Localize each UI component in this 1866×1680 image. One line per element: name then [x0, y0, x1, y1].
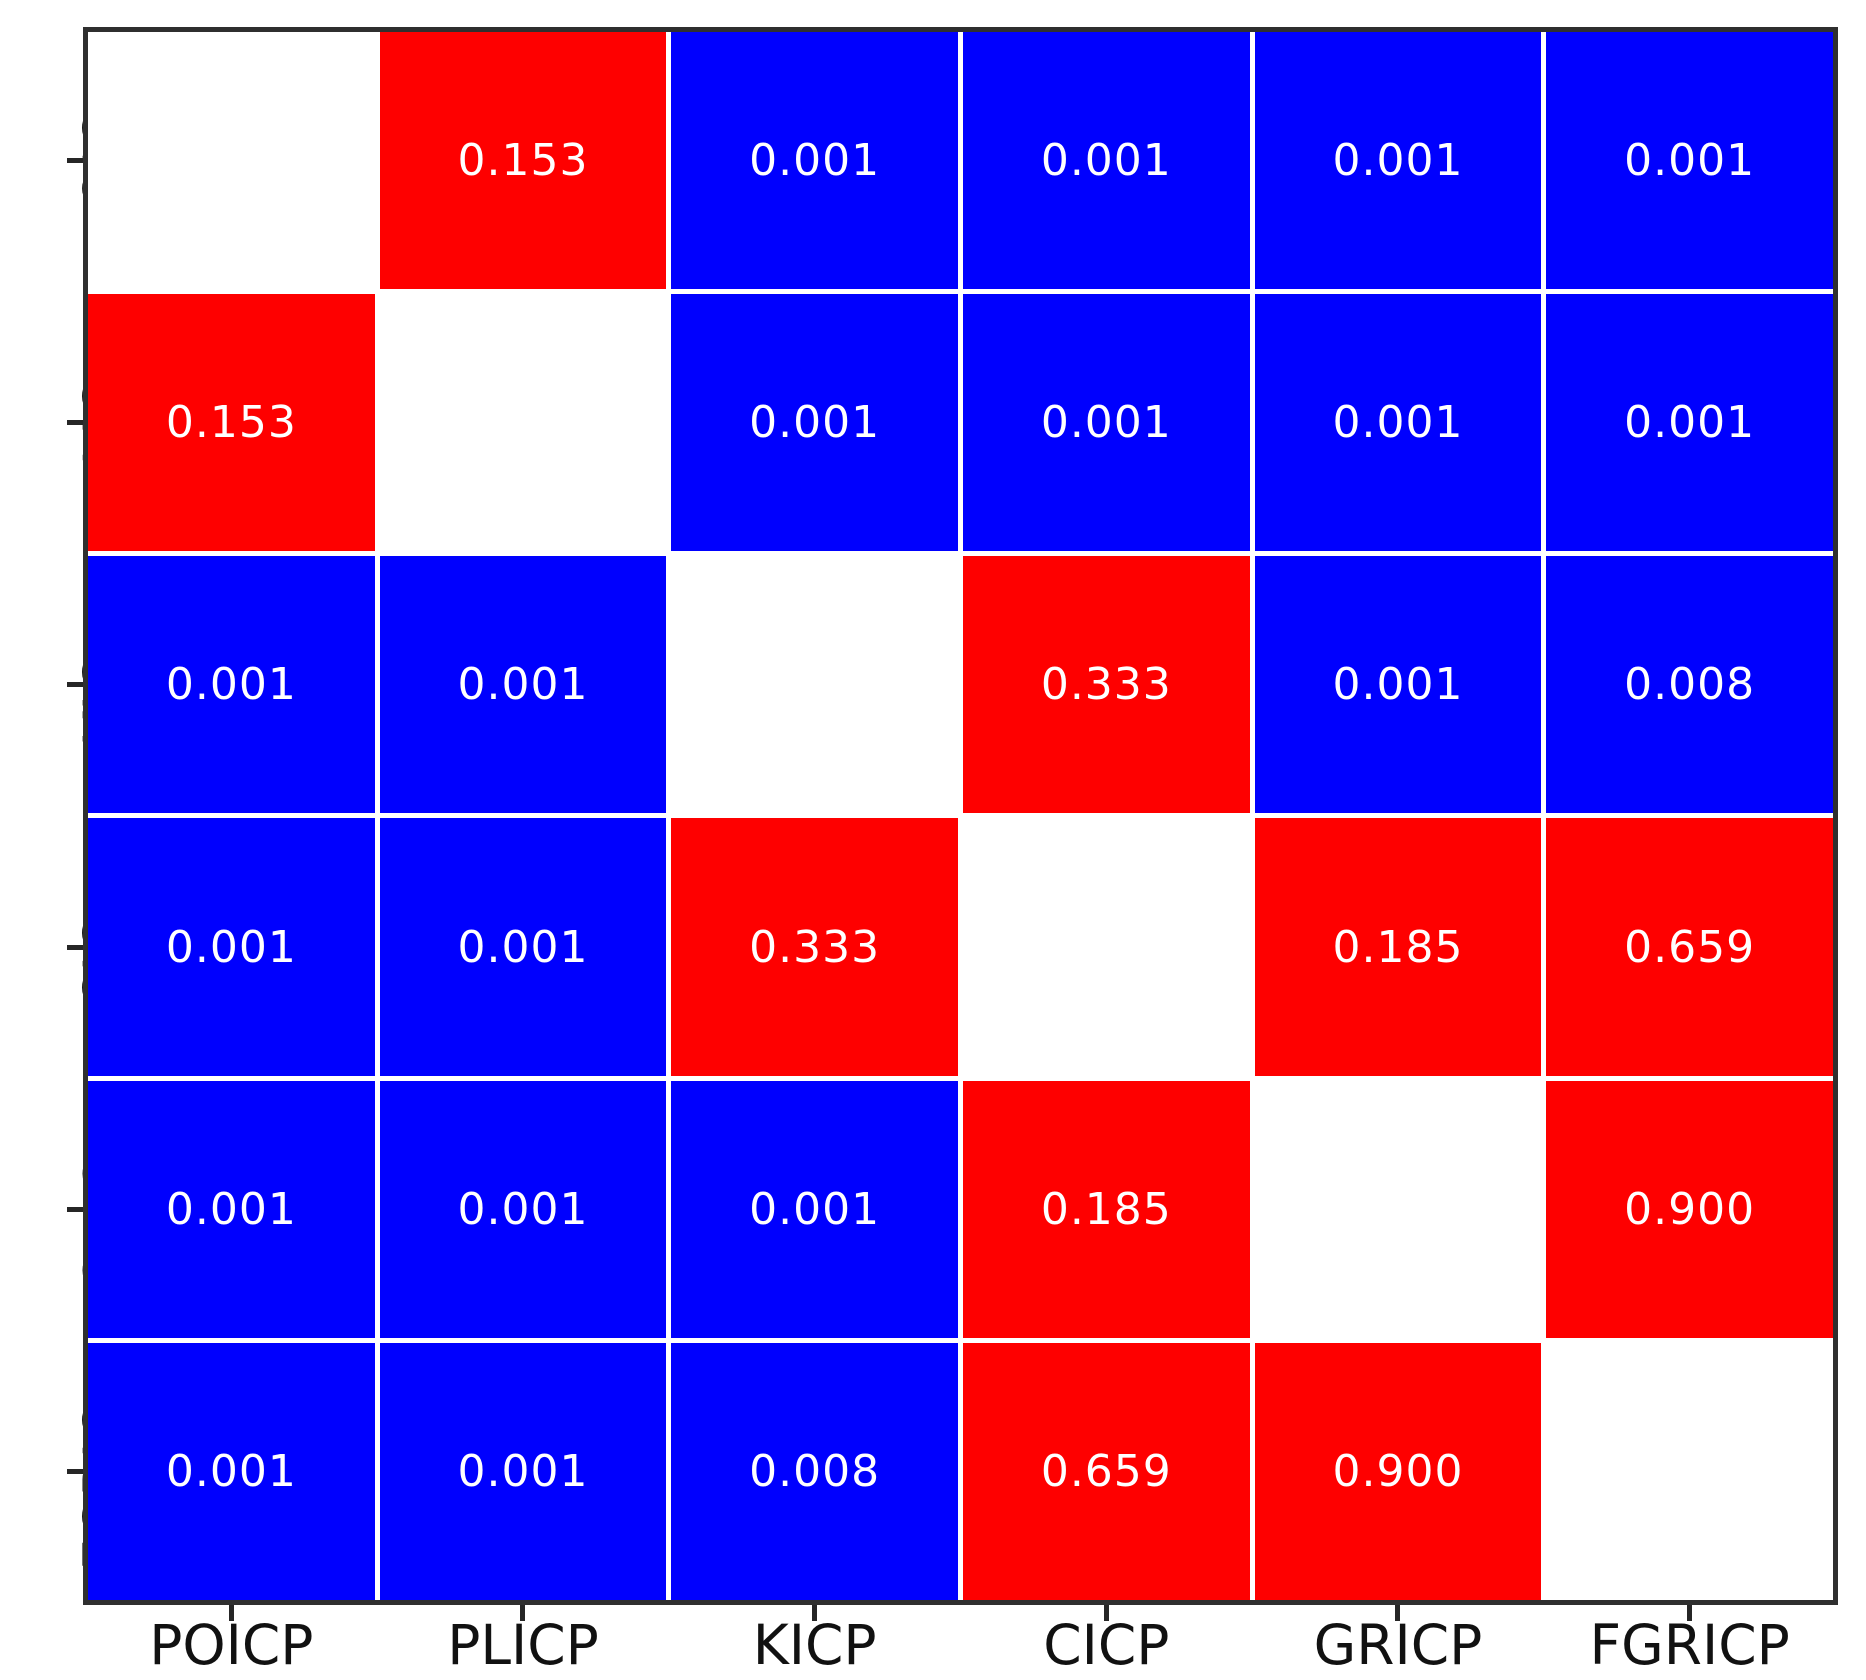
y-axis-tick [67, 420, 83, 426]
x-axis-tick [1395, 1605, 1401, 1621]
heatmap-cell: 0.185 [962, 1080, 1250, 1338]
x-axis-tick [1687, 1605, 1693, 1621]
heatmap-cell: 0.185 [1254, 818, 1542, 1076]
heatmap-cell: 0.008 [671, 1342, 958, 1600]
heatmap-cell: 0.001 [88, 1342, 375, 1600]
heatmap-cell-diagonal [962, 818, 1250, 1076]
heatmap-cell: 0.900 [1546, 1080, 1833, 1338]
x-axis-label: CICP [1043, 1613, 1170, 1677]
y-axis-tick [67, 158, 83, 164]
heatmap-cell-diagonal [379, 294, 667, 552]
y-axis-tick [67, 1468, 83, 1474]
x-axis-label: POICP [149, 1613, 314, 1677]
heatmap-cell: 0.001 [1546, 32, 1833, 290]
heatmap-cell: 0.153 [88, 294, 375, 552]
heatmap-cell: 0.001 [671, 294, 958, 552]
heatmap-cell: 0.001 [88, 818, 375, 1076]
heatmap-cell-diagonal [88, 32, 375, 290]
heatmap-cell: 0.333 [671, 818, 958, 1076]
y-axis-tick [67, 682, 83, 688]
heatmap-cell: 0.001 [671, 32, 958, 290]
heatmap-cell: 0.008 [1546, 556, 1833, 814]
y-axis-tick [67, 944, 83, 950]
heatmap-cell: 0.001 [1254, 32, 1542, 290]
heatmap-cell: 0.333 [962, 556, 1250, 814]
y-axis-ticks [67, 32, 83, 1600]
heatmap-cell-diagonal [1254, 1080, 1542, 1338]
heatmap-cell: 0.001 [1254, 294, 1542, 552]
x-axis-label: FGRICP [1589, 1613, 1790, 1677]
heatmap-cell-diagonal [1546, 1342, 1833, 1600]
heatmap-cell: 0.900 [1254, 1342, 1542, 1600]
y-axis-tick [67, 1206, 83, 1212]
heatmap-cell: 0.659 [1546, 818, 1833, 1076]
heatmap-cell: 0.001 [88, 556, 375, 814]
heatmap-cell-diagonal [671, 556, 958, 814]
heatmap-cell: 0.001 [671, 1080, 958, 1338]
heatmap-cell: 0.001 [962, 32, 1250, 290]
heatmap-grid: 0.153 0.001 0.001 0.001 0.001 0.153 0.001 0.001… [83, 27, 1838, 1605]
heatmap-cell: 0.659 [962, 1342, 1250, 1600]
heatmap-cell: 0.153 [379, 32, 667, 290]
x-axis-label: PLICP [447, 1613, 599, 1677]
heatmap-cell: 0.001 [379, 1080, 667, 1338]
x-axis-label: KICP [752, 1613, 877, 1677]
x-axis-ticks [88, 1605, 1833, 1621]
heatmap-cell: 0.001 [1546, 294, 1833, 552]
heatmap-cell: 0.001 [379, 1342, 667, 1600]
heatmap-cell: 0.001 [962, 294, 1250, 552]
x-axis-tick [520, 1605, 526, 1621]
x-axis-tick [812, 1605, 818, 1621]
heatmap-cell: 0.001 [379, 818, 667, 1076]
x-axis-label: GRICP [1313, 1613, 1483, 1677]
x-axis-tick [228, 1605, 234, 1621]
heatmap-cell: 0.001 [88, 1080, 375, 1338]
heatmap-cell: 0.001 [1254, 556, 1542, 814]
x-axis-tick [1103, 1605, 1109, 1621]
heatmap-cell: 0.001 [379, 556, 667, 814]
x-axis-labels: POICP PLICP KICP CICP GRICP FGRICP [88, 1612, 1833, 1678]
